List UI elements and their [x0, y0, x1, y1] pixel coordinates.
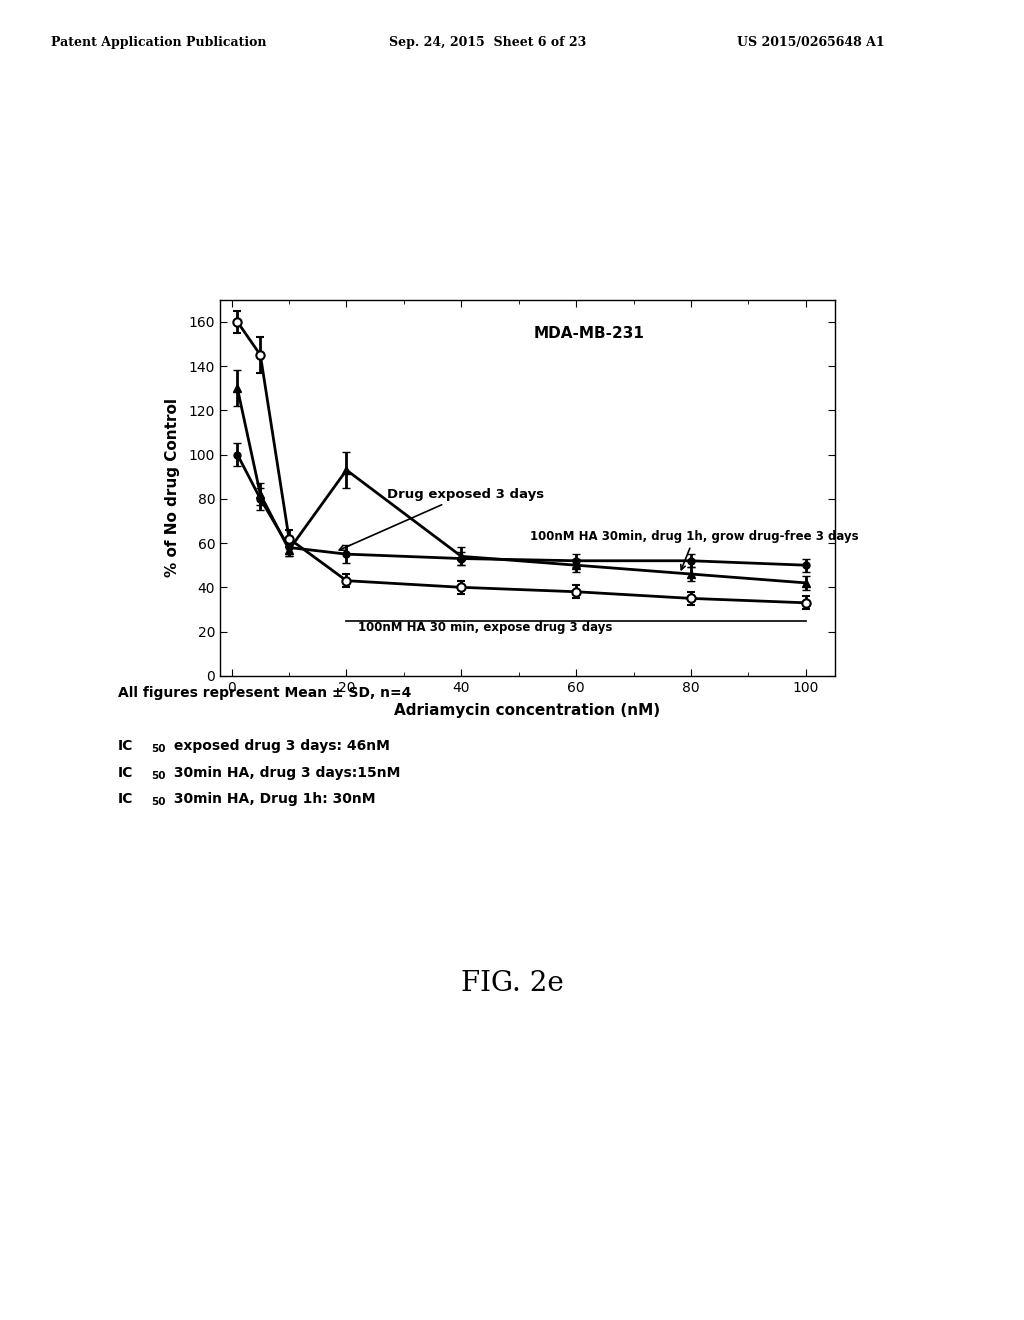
Text: FIG. 2e: FIG. 2e: [461, 970, 563, 997]
Text: IC: IC: [118, 766, 133, 780]
Y-axis label: % of No drug Control: % of No drug Control: [166, 399, 180, 577]
Text: IC: IC: [118, 739, 133, 754]
Text: 100nM HA 30min, drug 1h, grow drug-free 3 days: 100nM HA 30min, drug 1h, grow drug-free …: [530, 529, 859, 570]
Text: All figures represent Mean ± SD, n=4: All figures represent Mean ± SD, n=4: [118, 686, 411, 701]
Text: MDA-MB-231: MDA-MB-231: [534, 326, 644, 341]
Text: Patent Application Publication: Patent Application Publication: [51, 36, 266, 49]
Text: IC: IC: [118, 792, 133, 807]
Text: Drug exposed 3 days: Drug exposed 3 days: [339, 488, 544, 550]
Text: 30min HA, drug 3 days:15nM: 30min HA, drug 3 days:15nM: [169, 766, 400, 780]
Text: 50: 50: [152, 797, 166, 808]
Text: 30min HA, Drug 1h: 30nM: 30min HA, Drug 1h: 30nM: [169, 792, 376, 807]
Text: Sep. 24, 2015  Sheet 6 of 23: Sep. 24, 2015 Sheet 6 of 23: [389, 36, 587, 49]
Text: 50: 50: [152, 744, 166, 755]
Text: US 2015/0265648 A1: US 2015/0265648 A1: [737, 36, 885, 49]
X-axis label: Adriamycin concentration (nM): Adriamycin concentration (nM): [394, 704, 660, 718]
Text: exposed drug 3 days: 46nM: exposed drug 3 days: 46nM: [169, 739, 390, 754]
Text: 50: 50: [152, 771, 166, 781]
Text: 100nM HA 30 min, expose drug 3 days: 100nM HA 30 min, expose drug 3 days: [358, 620, 612, 634]
